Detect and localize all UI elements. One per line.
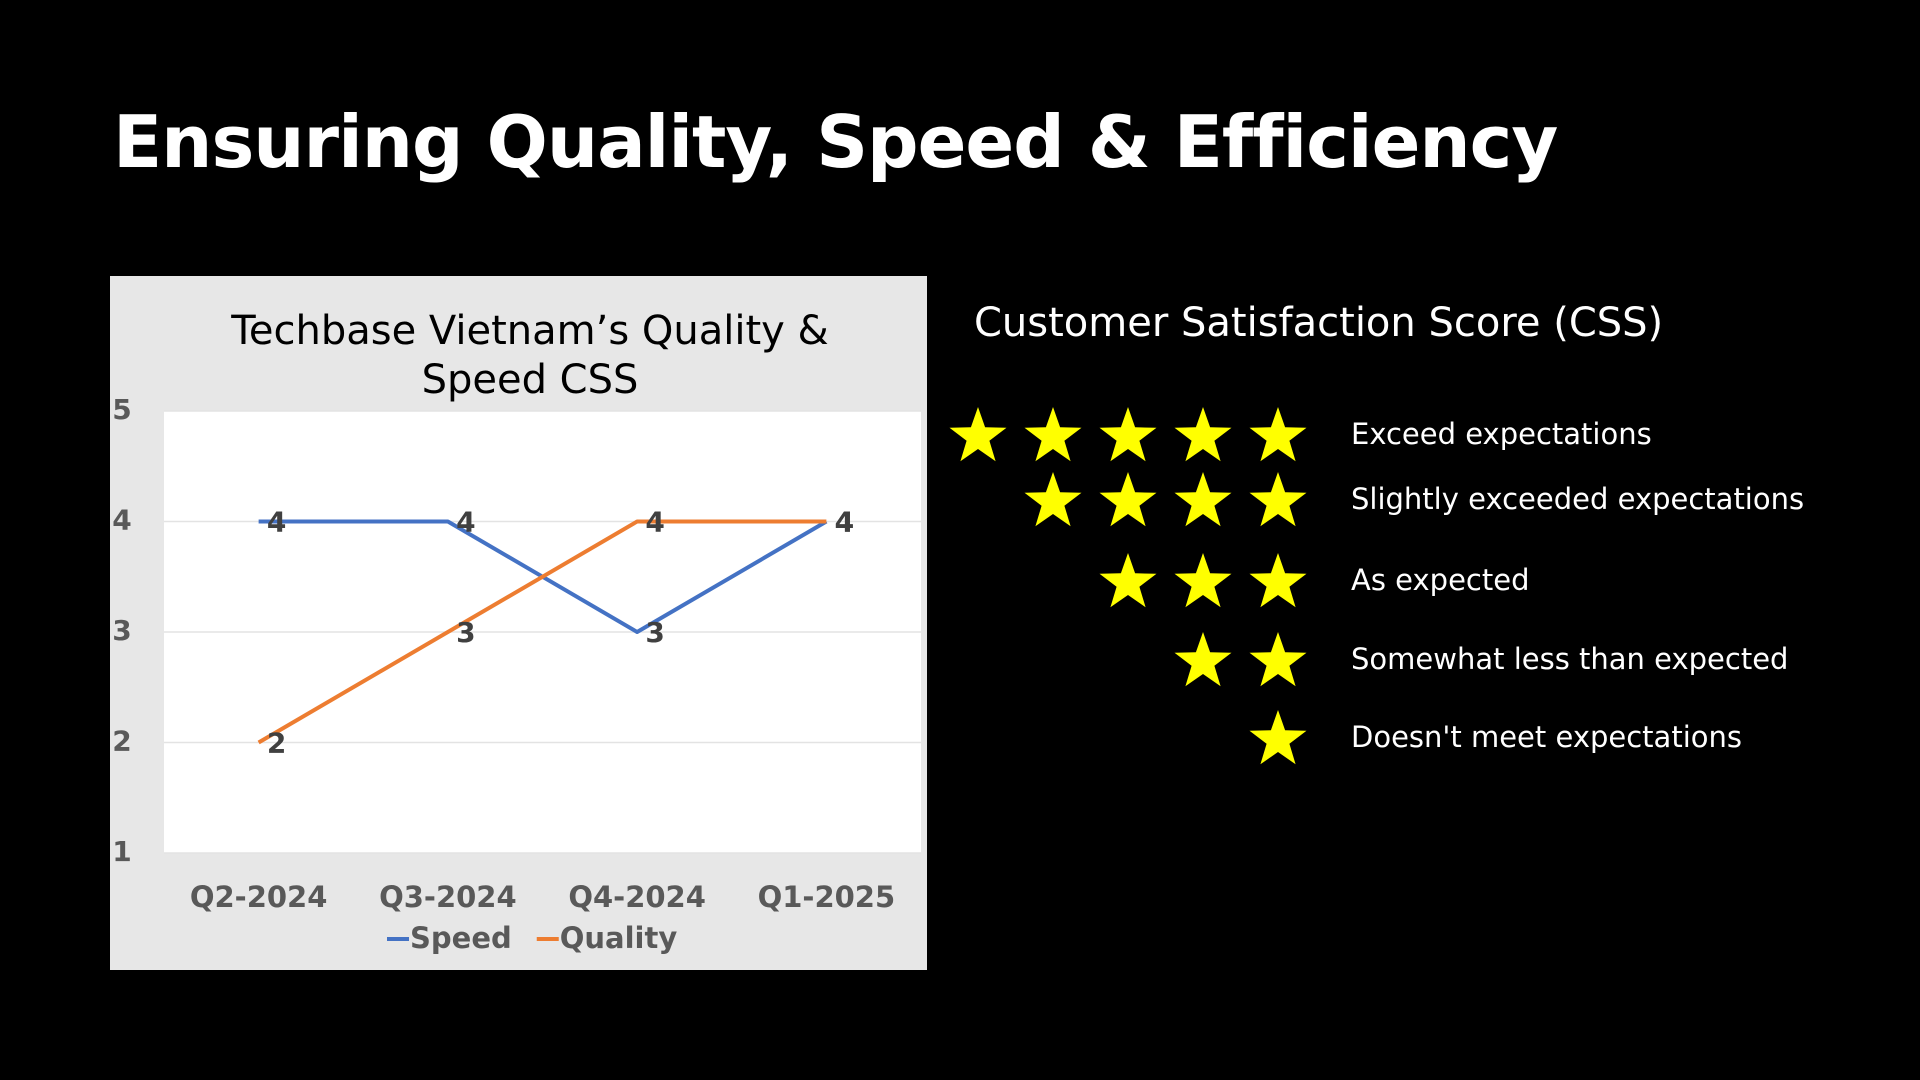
y-tick-label: 1 xyxy=(112,835,131,868)
data-label: 3 xyxy=(645,616,664,649)
legend-label: Speed xyxy=(410,921,512,955)
y-tick-label: 4 xyxy=(112,504,131,537)
x-tick-label: Q4-2024 xyxy=(568,880,706,914)
series-line xyxy=(257,519,827,745)
star xyxy=(1249,710,1307,765)
star xyxy=(1024,407,1082,462)
star xyxy=(1249,553,1307,608)
data-label: 4 xyxy=(456,506,475,539)
y-tick-label: 3 xyxy=(112,614,131,647)
y-tick-label: 2 xyxy=(112,725,131,758)
star xyxy=(1174,472,1232,527)
data-label: 4 xyxy=(267,506,286,539)
star xyxy=(1249,472,1307,527)
star xyxy=(1174,407,1232,462)
star xyxy=(1099,553,1157,608)
chart-title: Techbase Vietnam’s Quality & Speed CSS xyxy=(231,308,829,403)
css-title: Customer Satisfaction Score (CSS) xyxy=(974,300,1664,346)
data-label: 4 xyxy=(835,506,854,539)
star xyxy=(1249,632,1307,687)
rating-label: Exceed expectations xyxy=(1351,417,1652,451)
star xyxy=(1024,472,1082,527)
star xyxy=(1174,553,1232,608)
rating-label: Doesn't meet expectations xyxy=(1351,720,1742,754)
x-tick-label: Q3-2024 xyxy=(379,880,517,914)
rating-label: Slightly exceeded expectations xyxy=(1351,482,1804,516)
star xyxy=(1174,632,1232,687)
star xyxy=(1099,472,1157,527)
x-tick-label: Q2-2024 xyxy=(190,880,328,914)
y-tick-label: 5 xyxy=(112,393,131,426)
star xyxy=(1099,407,1157,462)
rating-label: As expected xyxy=(1351,563,1529,597)
slide-title: Ensuring Quality, Speed & Efficiency xyxy=(113,100,1558,184)
x-tick-label: Q1-2025 xyxy=(758,880,896,914)
data-label: 2 xyxy=(267,727,286,760)
star xyxy=(1249,407,1307,462)
rating-label: Somewhat less than expected xyxy=(1351,642,1788,676)
legend-label: Quality xyxy=(560,921,678,955)
data-label: 4 xyxy=(645,506,664,539)
data-label: 3 xyxy=(456,616,475,649)
data-label: 4 xyxy=(835,506,854,539)
star xyxy=(949,407,1007,462)
